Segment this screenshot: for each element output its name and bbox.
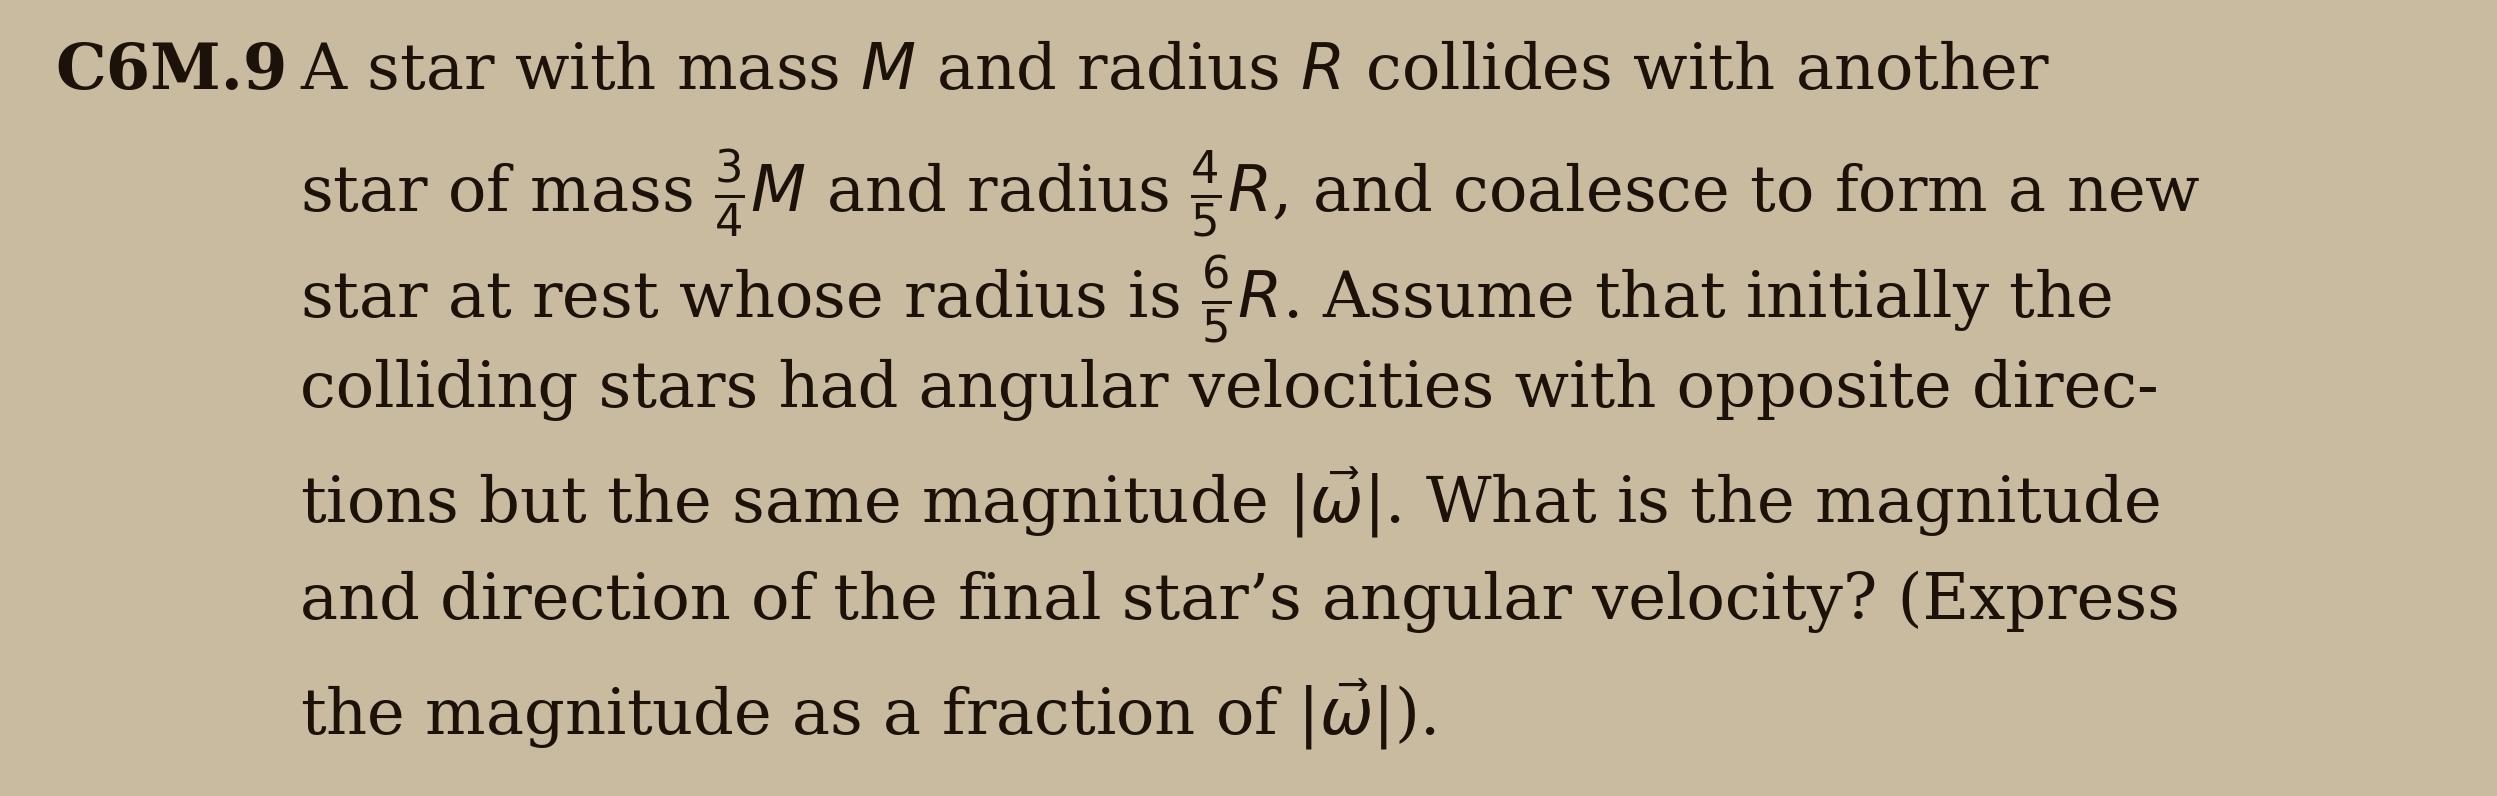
Text: tions but the same magnitude $|\vec{\omega}|$. What is the magnitude: tions but the same magnitude $|\vec{\ome… xyxy=(300,465,2160,540)
Text: C6M.9: C6M.9 xyxy=(55,41,287,102)
Text: star of mass $\frac{3}{4}M$ and radius $\frac{4}{5}R$, and coalesce to form a ne: star of mass $\frac{3}{4}M$ and radius $… xyxy=(300,147,2200,239)
Text: colliding stars had angular velocities with opposite direc-: colliding stars had angular velocities w… xyxy=(300,359,2157,421)
Text: star at rest whose radius is $\frac{6}{5}R$. Assume that initially the: star at rest whose radius is $\frac{6}{5… xyxy=(300,253,2112,345)
Text: and direction of the final star’s angular velocity? (Express: and direction of the final star’s angula… xyxy=(300,571,2180,634)
Text: the magnitude as a fraction of $|\vec{\omega}|$).: the magnitude as a fraction of $|\vec{\o… xyxy=(300,677,1436,751)
Text: A star with mass $M$ and radius $R$ collides with another: A star with mass $M$ and radius $R$ coll… xyxy=(300,41,2050,102)
